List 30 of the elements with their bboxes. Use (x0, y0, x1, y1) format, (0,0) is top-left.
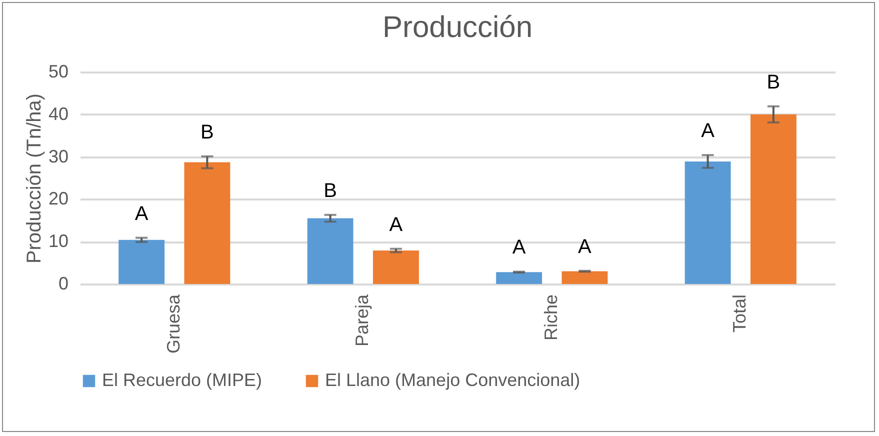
x-tick-label: Pareja (352, 294, 372, 347)
data-label: A (134, 202, 149, 225)
y-tick-label: 30 (48, 146, 68, 166)
bar (562, 271, 608, 284)
y-tick-label: 0 (58, 274, 68, 294)
data-label: A (389, 214, 404, 236)
y-tick-label: 50 (48, 62, 68, 82)
y-tick-label: 10 (48, 231, 68, 252)
legend-label: El Recuerdo (MIPE) (102, 370, 262, 390)
chart-title: Producción (382, 11, 533, 44)
data-label: A (701, 120, 716, 142)
x-tick-label: Gruesa (163, 294, 184, 354)
bar (496, 272, 542, 284)
bar (750, 114, 796, 284)
x-tick-label: Riche (540, 294, 561, 341)
data-label: B (766, 71, 780, 94)
legend-label: El Llano (Manejo Convencional) (325, 370, 580, 390)
data-label: B (200, 121, 214, 144)
data-label: A (578, 236, 592, 258)
data-label: B (324, 180, 337, 202)
y-axis-title: Producción (Tn/ha) (23, 93, 46, 264)
bar (372, 250, 419, 284)
y-tick-label: 20 (48, 188, 68, 209)
bar (118, 240, 165, 284)
x-tick-label: Total (730, 294, 750, 333)
bar (184, 162, 230, 284)
y-tick-label: 40 (48, 104, 68, 124)
data-label: A (512, 236, 526, 259)
bar (307, 218, 354, 284)
bar (684, 161, 731, 284)
